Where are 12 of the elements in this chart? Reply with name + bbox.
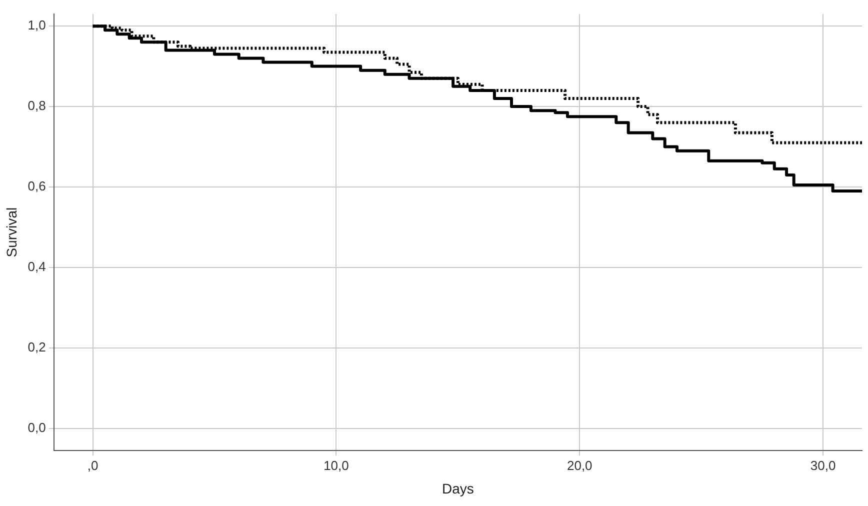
y-tick-label: 0,4 <box>28 259 46 274</box>
y-tick-label: 1,0 <box>28 18 46 33</box>
y-tick-label: 0,0 <box>28 420 46 436</box>
y-tick-label: 0,2 <box>28 340 46 355</box>
y-tick-label: 0,8 <box>28 98 46 114</box>
x-tick-label: 10,0 <box>324 458 349 473</box>
x-tick-label: 20,0 <box>566 458 592 473</box>
x-tick-label: 30,0 <box>810 458 836 473</box>
y-tick-label: 0,6 <box>28 178 46 194</box>
x-tick-label: ,0 <box>87 458 98 473</box>
y-axis-title: Survival <box>3 207 20 258</box>
x-axis-title: Days <box>442 480 474 496</box>
